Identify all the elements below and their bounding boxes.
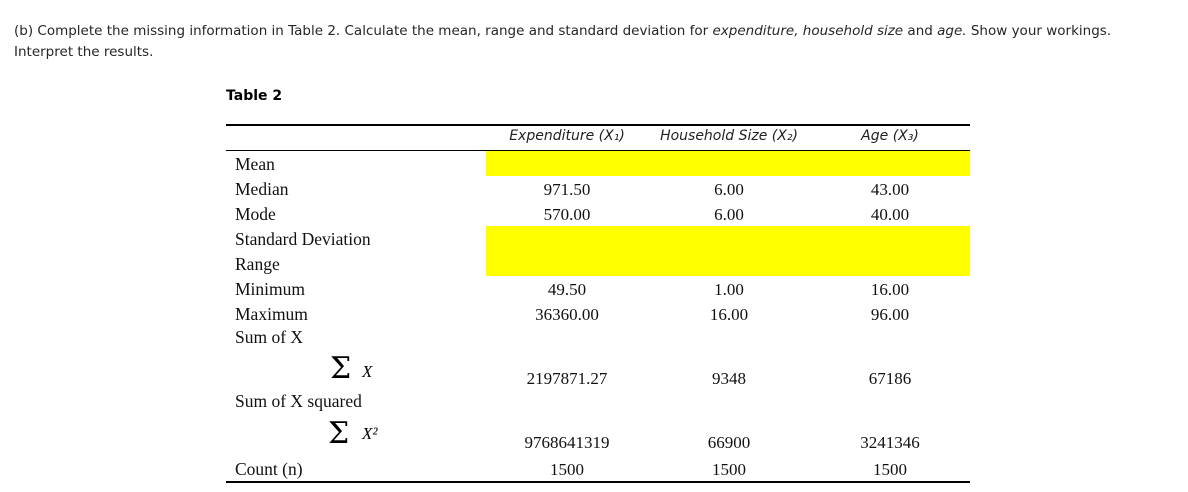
median-age: 43.00 [870,180,910,199]
median-expenditure: 971.50 [543,180,591,199]
minimum-household-size: 1.00 [714,280,744,299]
table-bottom-rule [226,481,970,483]
row-label-sum-x: Sum of X [235,327,304,347]
row-label-maximum: Maximum [235,304,308,324]
row-label-median: Median [235,179,289,199]
sd-range-highlight [486,226,970,276]
sum-variable: X [362,362,373,381]
sum-x-household-size: 9348 [712,369,746,388]
count-age: 1500 [873,460,907,479]
header-rule [226,150,970,151]
sum-x-age: 67186 [868,369,912,388]
row-label-range: Range [235,254,280,274]
row-label-mean: Mean [235,154,275,174]
mode-household-size: 6.00 [714,205,744,224]
question-part-1: (b) Complete the missing information in … [14,23,713,39]
minimum-expenditure: 49.50 [547,280,587,299]
sum-squared-variable: X² [362,424,378,443]
minimum-age: 16.00 [870,280,910,299]
sum-x-squared-age: 3241346 [860,433,920,452]
row-label-count: Count (n) [235,459,303,479]
row-label-sum-x-squared: Sum of X squared [235,391,362,411]
maximum-age: 96.00 [870,305,910,324]
sum-squared-symbol: Σ [328,416,350,451]
question-text: (b) Complete the missing information in … [14,21,1174,63]
table-caption: Table 2 [226,88,283,104]
question-part-2: and [903,23,938,39]
question-part-3: Show your workings. Interpret the result… [14,23,1112,60]
maximum-household-size: 16.00 [709,305,749,324]
row-label-sd: Standard Deviation [235,229,371,249]
median-household-size: 6.00 [714,180,744,199]
sum-x-squared-expenditure: 9768641319 [524,433,610,452]
mean-highlight [486,151,970,176]
maximum-expenditure: 36360.00 [535,305,599,324]
header-household-size: Household Size (X₂) [660,128,798,144]
mode-age: 40.00 [870,205,910,224]
sum-symbol: Σ [330,351,352,386]
question-term-1: expenditure, household size [712,23,904,39]
count-household-size: 1500 [712,460,746,479]
table-top-rule [226,124,970,126]
sum-x-expenditure: 2197871.27 [526,369,608,388]
sum-x-squared-household-size: 66900 [707,433,751,452]
count-expenditure: 1500 [550,460,584,479]
question-term-2: age. [937,23,967,39]
row-label-mode: Mode [235,204,276,224]
mode-expenditure: 570.00 [543,205,591,224]
header-age: Age (X₃) [861,128,919,144]
header-expenditure: Expenditure (X₁) [509,128,625,144]
row-label-minimum: Minimum [235,279,306,299]
